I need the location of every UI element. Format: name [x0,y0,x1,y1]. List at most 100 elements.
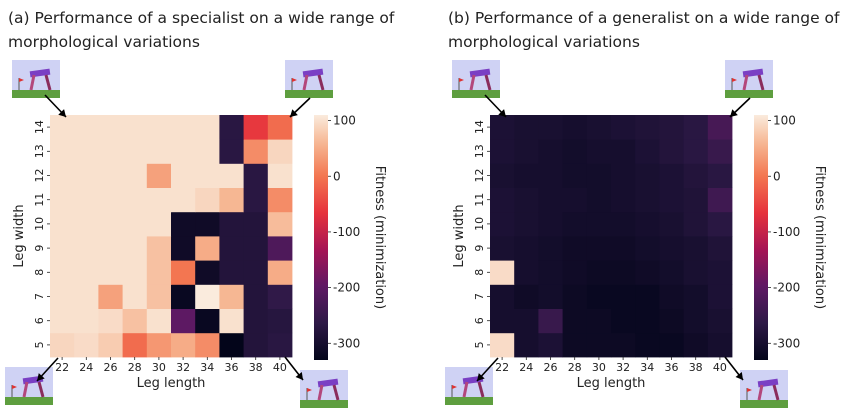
flag-icon [732,78,737,82]
heatmap-cell [707,332,733,358]
colorbar-tick-label: -100 [773,225,800,239]
y-tick-label: 9 [33,245,46,252]
heatmap-cell [98,332,123,358]
heatmap-cell [50,187,75,213]
pointer-arrow [476,357,499,382]
x-tick-label: 28 [128,361,142,374]
heatmap-cell [171,139,196,164]
x-tick-label: 36 [225,361,239,374]
robot-leg [37,381,45,398]
heatmap-cell [611,332,636,358]
morphology-thumbnail-top-left [452,60,500,98]
heatmap-cell [219,211,244,237]
colorbar [754,115,768,360]
heatmap-cell [243,260,269,285]
heatmap-cell [586,308,612,334]
heatmap-cell [74,139,99,164]
heatmap-cell [586,187,612,213]
heatmap-cell [122,332,148,358]
heatmap-cell [490,332,515,358]
heatmap-cell [586,139,612,164]
pointer-arrow [289,97,311,118]
heatmap-cell [611,284,636,309]
heatmap-cell [586,260,612,285]
heatmap-cell [195,187,220,213]
heatmap-cell [267,332,293,358]
heatmap-cell [50,308,75,334]
heatmap-cell [659,211,684,237]
heatmap-cell [514,115,539,140]
thumbnail-ground [725,90,773,98]
heatmap-cell [683,115,709,140]
heatmap-cell [219,187,244,213]
x-tick-label: 22 [495,361,509,374]
heatmap-cell [243,187,269,213]
heatmap-cell [611,115,636,140]
y-tick-label: 13 [33,144,46,158]
heatmap-cell [707,211,733,237]
heatmap-cell [490,236,515,261]
y-tick-label: 7 [33,293,46,300]
heatmap-cell [267,187,293,213]
robot-leg [317,384,324,401]
heatmap-cell [635,187,660,213]
heatmap-cell [707,163,733,188]
heatmap-cell [98,115,123,140]
robot-leg [484,74,492,91]
robot-leg [757,384,764,401]
y-tick-label: 5 [33,341,46,348]
heatmap-cell [219,139,244,164]
heatmap-cell [490,260,515,285]
y-tick-label: 11 [33,193,46,207]
heatmap-cell [74,211,99,237]
y-tick-label: 10 [473,217,486,231]
heatmap-cell [659,332,684,358]
x-tick-label: 40 [273,361,287,374]
heatmap-cell [490,139,515,164]
heatmap-cell [514,211,539,237]
x-tick-label: 28 [568,361,582,374]
heatmap-cell [267,236,293,261]
morphology-thumbnail-bottom-left [445,367,493,405]
x-tick-label: 26 [104,361,118,374]
heatmap-cell [611,211,636,237]
morphology-thumbnail-top-right [725,60,773,98]
heatmap-cell [219,236,244,261]
heatmap-cell [122,284,148,309]
heatmap-cell [74,163,99,188]
y-tick-label: 13 [473,144,486,158]
heatmap-cell [50,260,75,285]
heatmap-cell [74,236,99,261]
heatmap-cell [219,163,244,188]
thumbnail-ground [445,397,493,405]
colorbar-tick-label: -300 [333,336,360,350]
heatmap-cell [562,211,588,237]
colorbar-tick-label: -200 [773,281,800,295]
colorbar-label: Fitness (minimization) [372,166,387,309]
robot-leg [29,74,36,91]
x-tick-label: 36 [665,361,679,374]
heatmap-cell [219,284,244,309]
flag-icon [292,78,297,82]
heatmap-cell [74,332,99,358]
heatmap-cell [538,163,563,188]
heatmap-cell [514,284,539,309]
robot-leg [22,381,29,398]
colorbar-tick-label: -300 [773,336,800,350]
robot-leg [477,381,485,398]
heatmap-cell [74,308,99,334]
heatmap-cell [122,163,148,188]
x-tick-label: 26 [544,361,558,374]
arrow-head [498,109,506,117]
heatmap-cell [146,115,172,140]
heatmap-cell [98,139,123,164]
heatmap-cell [146,332,172,358]
heatmap-cell [562,332,588,358]
heatmap-cell [171,115,196,140]
colorbar-tick-label: -200 [333,281,360,295]
heatmap-cell [98,284,123,309]
heatmap-cell [195,211,220,237]
y-axis-label: Leg width [12,204,27,267]
chart-title: (a) Performance of a specialist on a wid… [8,9,395,51]
heatmap-cell [538,211,563,237]
